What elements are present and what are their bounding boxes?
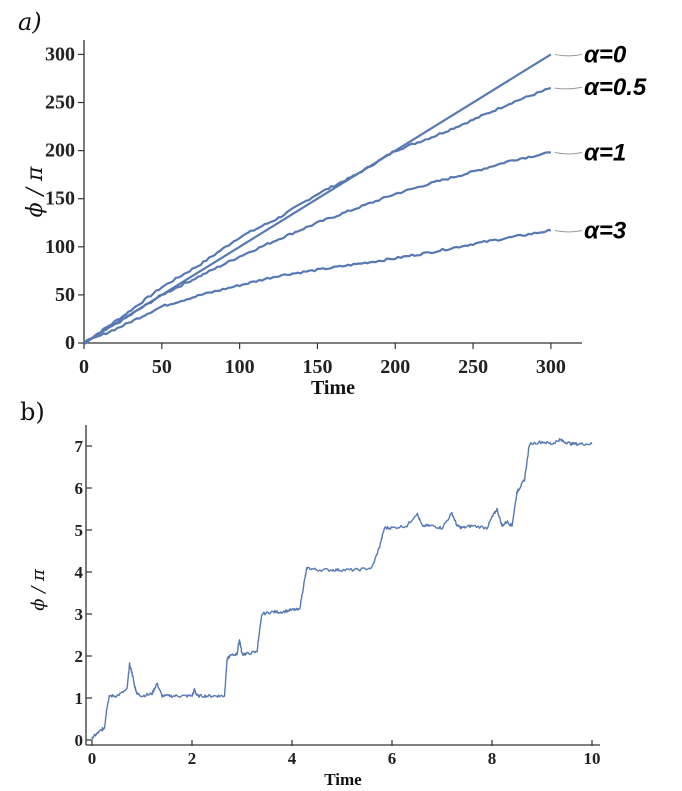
panel-a-axes bbox=[83, 40, 582, 344]
panel-b-y-axis-label: ϕ / π bbox=[28, 568, 49, 611]
y-tick-label: 5 bbox=[75, 521, 84, 540]
y-tick-label: 150 bbox=[45, 188, 75, 210]
legend-label: α=3 bbox=[584, 217, 627, 244]
x-tick-label: 8 bbox=[488, 749, 497, 768]
x-tick-label: 0 bbox=[79, 356, 89, 378]
series-line-0 bbox=[91, 438, 593, 740]
y-tick-label: 3 bbox=[75, 605, 84, 624]
series-line-3 bbox=[83, 228, 552, 345]
x-tick-label: 300 bbox=[536, 356, 566, 378]
legend-label: α=1 bbox=[584, 140, 626, 167]
legend-leader-line bbox=[554, 53, 583, 57]
panel-a-x-axis-label: Time bbox=[311, 377, 355, 399]
y-tick-label: 4 bbox=[75, 563, 84, 582]
x-tick-label: 100 bbox=[225, 356, 255, 378]
x-tick-label: 250 bbox=[458, 356, 488, 378]
panel-b-x-axis-label: Time bbox=[324, 770, 362, 789]
y-tick-label: 100 bbox=[45, 236, 75, 258]
panel-b-series bbox=[91, 438, 593, 740]
x-tick-label: 6 bbox=[388, 749, 397, 768]
legend-leader-line bbox=[554, 229, 583, 233]
panel-a: a) 0 50 100 150 200 250 300050100150200250300 … bbox=[18, 8, 647, 399]
panel-a-series bbox=[83, 53, 552, 345]
y-tick-label: 250 bbox=[45, 92, 75, 114]
y-tick-label: 2 bbox=[75, 647, 84, 666]
y-tick-label: 50 bbox=[55, 284, 75, 306]
x-tick-label: 50 bbox=[152, 356, 172, 378]
legend-label: α=0 bbox=[584, 41, 627, 68]
legend-label: α=0.5 bbox=[584, 74, 647, 101]
y-tick-label: 0 bbox=[75, 731, 84, 750]
x-tick-label: 200 bbox=[380, 356, 410, 378]
y-tick-label: 7 bbox=[75, 437, 84, 456]
panel-b-label: b) bbox=[20, 398, 45, 426]
x-tick-label: 2 bbox=[188, 749, 197, 768]
x-tick-label: 4 bbox=[288, 749, 297, 768]
legend-leader-line bbox=[554, 86, 583, 90]
y-tick-label: 1 bbox=[75, 689, 84, 708]
panel-a-label: a) bbox=[18, 8, 42, 36]
panel-a-legend: α=0 α=0.5 α=1 α=3 bbox=[554, 41, 647, 244]
series-line-1 bbox=[83, 87, 552, 344]
x-tick-label: 0 bbox=[88, 749, 97, 768]
panel-a-y-axis-label: ϕ / π bbox=[23, 166, 48, 217]
legend-leader-line bbox=[554, 152, 583, 155]
panel-b: b) 0 2 4 6 8 10 0 1 2 3 4 5 6 7 Time ϕ / π bbox=[20, 398, 601, 789]
x-tick-label: 150 bbox=[302, 356, 332, 378]
panel-b-ticks: 0 2 4 6 8 10 0 1 2 3 4 5 6 7 bbox=[75, 437, 601, 768]
y-tick-label: 200 bbox=[45, 140, 75, 162]
y-tick-label: 0 bbox=[65, 332, 75, 354]
y-tick-label: 300 bbox=[45, 43, 75, 65]
series-line-2 bbox=[83, 151, 551, 344]
panel-a-ticks: 0 50 100 150 200 250 300 0 50 100 150 200 250 300 bbox=[45, 43, 566, 378]
y-tick-label: 6 bbox=[75, 479, 84, 498]
x-tick-label: 10 bbox=[584, 749, 601, 768]
panel-b-axes bbox=[85, 425, 600, 746]
